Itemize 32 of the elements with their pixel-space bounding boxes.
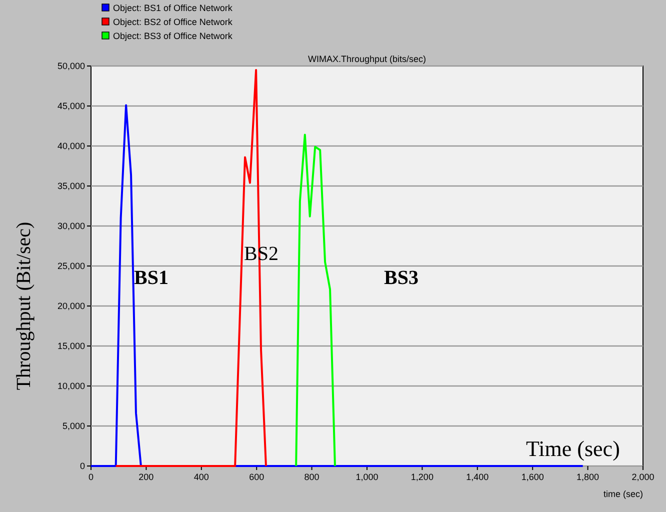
y-tick-label: 40,000: [57, 141, 85, 151]
y-tick-label: 15,000: [57, 341, 85, 351]
x-tick-label: 1,400: [466, 472, 489, 482]
y-tick-label: 20,000: [57, 301, 85, 311]
x-tick-label: 0: [88, 472, 94, 482]
y-tick-label: 45,000: [57, 101, 85, 111]
annotation: BS1: [134, 267, 168, 289]
y-axis-title: Throughput (Bit/sec): [13, 222, 35, 390]
annotation: BS3: [384, 267, 418, 289]
y-tick-label: 25,000: [57, 261, 85, 271]
x-tick-label: 2,000: [632, 472, 654, 482]
legend-label: Object: BS3 of Office Network: [113, 31, 233, 41]
x-axis-title: time (sec): [603, 489, 643, 499]
y-tick-label: 5,000: [62, 421, 85, 431]
line-series: [295, 134, 336, 467]
x-tick-label: 200: [138, 472, 154, 482]
x-tick-label: 1,800: [576, 472, 600, 482]
x-tick-label: 1,600: [521, 472, 544, 482]
y-tick-label: 50,000: [57, 61, 85, 71]
y-tick-label: 0: [80, 461, 85, 471]
chart-title: WIMAX.Throughput (bits/sec): [308, 54, 426, 64]
x-tick-label: 400: [194, 472, 209, 482]
legend-label: Object: BS2 of Office Network: [113, 17, 233, 27]
x-tick-label: 800: [304, 472, 320, 482]
y-tick-label: 30,000: [57, 221, 85, 231]
legend-label: Object: BS1 of Office Network: [113, 3, 233, 13]
x-tick-label: 1,000: [356, 472, 378, 482]
y-tick-label: 10,000: [57, 381, 85, 391]
x-tick-label: 600: [249, 472, 264, 482]
x-tick-label: 1,200: [410, 472, 434, 482]
annotation: Time (sec): [526, 436, 620, 461]
y-tick-label: 35,000: [57, 181, 85, 191]
